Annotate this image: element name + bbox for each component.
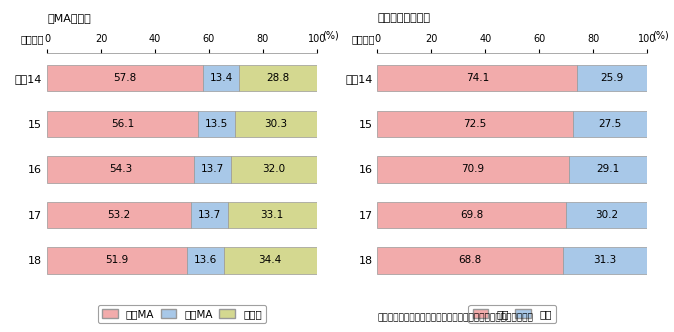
Bar: [377, 156, 569, 183]
Bar: [377, 247, 563, 274]
Bar: [228, 202, 317, 228]
Legend: 県内, 県外: 県内, 県外: [468, 305, 556, 323]
Bar: [577, 65, 647, 91]
Bar: [377, 65, 577, 91]
Text: (%): (%): [652, 30, 669, 41]
Bar: [563, 247, 647, 274]
Bar: [569, 156, 647, 183]
Text: 54.3: 54.3: [109, 164, 132, 174]
Text: 56.1: 56.1: [111, 119, 134, 129]
Bar: [47, 111, 198, 137]
Text: 57.8: 57.8: [113, 73, 137, 83]
Text: 69.8: 69.8: [460, 210, 483, 220]
Text: （年度）: （年度）: [351, 34, 375, 44]
Bar: [377, 111, 573, 137]
Bar: [187, 247, 224, 274]
Text: 13.5: 13.5: [205, 119, 228, 129]
Text: 『MA区域』: 『MA区域』: [47, 13, 91, 23]
Text: 34.4: 34.4: [259, 255, 282, 266]
Text: 70.9: 70.9: [462, 164, 485, 174]
Text: 74.1: 74.1: [466, 73, 489, 83]
Bar: [235, 111, 317, 137]
Text: 28.8: 28.8: [266, 73, 290, 83]
Text: (%): (%): [322, 30, 339, 41]
Text: 68.8: 68.8: [458, 255, 482, 266]
Legend: 同一MA, 隣接MA, その他: 同一MA, 隣接MA, その他: [98, 305, 266, 323]
Text: 25.9: 25.9: [601, 73, 623, 83]
Text: 51.9: 51.9: [106, 255, 129, 266]
Text: 13.7: 13.7: [197, 210, 220, 220]
Bar: [203, 65, 239, 91]
Bar: [198, 111, 235, 137]
Text: 13.7: 13.7: [200, 164, 224, 174]
Bar: [224, 247, 317, 274]
Text: 31.3: 31.3: [594, 255, 617, 266]
Bar: [191, 202, 228, 228]
Bar: [47, 247, 187, 274]
Bar: [231, 156, 317, 183]
Bar: [193, 156, 231, 183]
Text: （年度）: （年度）: [21, 34, 44, 44]
Text: 29.1: 29.1: [596, 164, 619, 174]
Text: 13.6: 13.6: [194, 255, 217, 266]
Bar: [47, 65, 203, 91]
Text: 53.2: 53.2: [107, 210, 131, 220]
Bar: [573, 111, 647, 137]
Text: 30.2: 30.2: [594, 210, 618, 220]
Text: 総務省「トラヒックからみた我が国の通信利用状況」により作成: 総務省「トラヒックからみた我が国の通信利用状況」により作成: [377, 313, 533, 322]
Bar: [377, 202, 565, 228]
Bar: [47, 202, 191, 228]
Text: 30.3: 30.3: [264, 119, 287, 129]
Text: 33.1: 33.1: [261, 210, 284, 220]
Text: 32.0: 32.0: [262, 164, 285, 174]
Bar: [47, 156, 193, 183]
Text: 13.4: 13.4: [210, 73, 233, 83]
Text: 72.5: 72.5: [464, 119, 487, 129]
Bar: [239, 65, 317, 91]
Bar: [565, 202, 647, 228]
Text: 『都道府県単位』: 『都道府県単位』: [377, 13, 431, 23]
Text: 27.5: 27.5: [599, 119, 621, 129]
